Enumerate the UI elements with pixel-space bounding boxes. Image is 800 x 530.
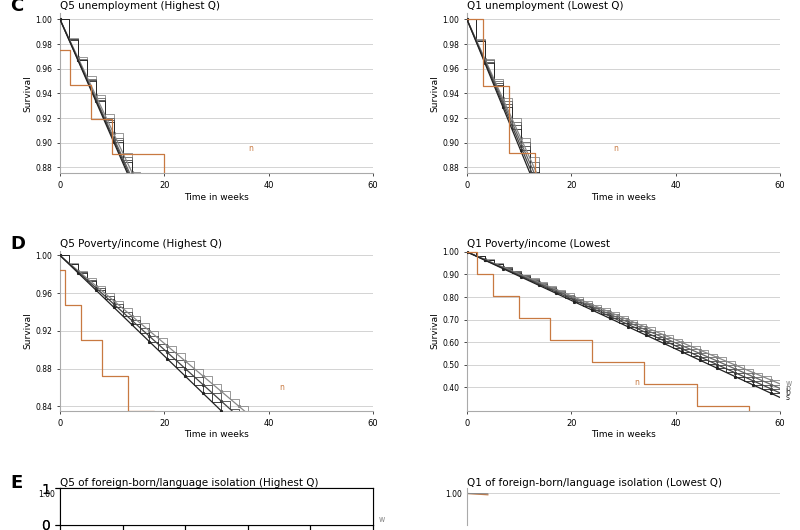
Y-axis label: Survival: Survival	[23, 313, 33, 349]
Text: w: w	[378, 515, 385, 524]
Text: Q1 Poverty/income (Lowest: Q1 Poverty/income (Lowest	[467, 238, 610, 249]
Text: Q1 of foreign-born/language isolation (Lowest Q): Q1 of foreign-born/language isolation (L…	[467, 478, 722, 488]
Text: Q5 Poverty/income (Highest Q): Q5 Poverty/income (Highest Q)	[60, 238, 222, 249]
Text: n: n	[248, 144, 253, 153]
X-axis label: Time in weeks: Time in weeks	[184, 430, 249, 439]
Text: Q1 unemployment (Lowest Q): Q1 unemployment (Lowest Q)	[467, 1, 623, 11]
Y-axis label: Survival: Survival	[430, 313, 439, 349]
Y-axis label: Survival: Survival	[23, 75, 33, 112]
X-axis label: Time in weeks: Time in weeks	[591, 430, 656, 439]
Text: n: n	[613, 144, 618, 153]
Text: Q5 of foreign-born/language isolation (Highest Q): Q5 of foreign-born/language isolation (H…	[60, 478, 318, 488]
Y-axis label: Survival: Survival	[430, 75, 439, 112]
Text: Q5 unemployment (Highest Q): Q5 unemployment (Highest Q)	[60, 1, 220, 11]
Text: p: p	[786, 384, 790, 393]
Text: n: n	[634, 378, 638, 387]
X-axis label: Time in weeks: Time in weeks	[591, 193, 656, 202]
Text: w: w	[786, 379, 791, 388]
Text: s: s	[786, 393, 790, 402]
Text: n: n	[279, 383, 284, 392]
Text: E: E	[10, 474, 22, 492]
Text: C: C	[10, 0, 23, 15]
Text: b: b	[786, 388, 790, 398]
X-axis label: Time in weeks: Time in weeks	[184, 193, 249, 202]
Text: D: D	[10, 235, 25, 253]
